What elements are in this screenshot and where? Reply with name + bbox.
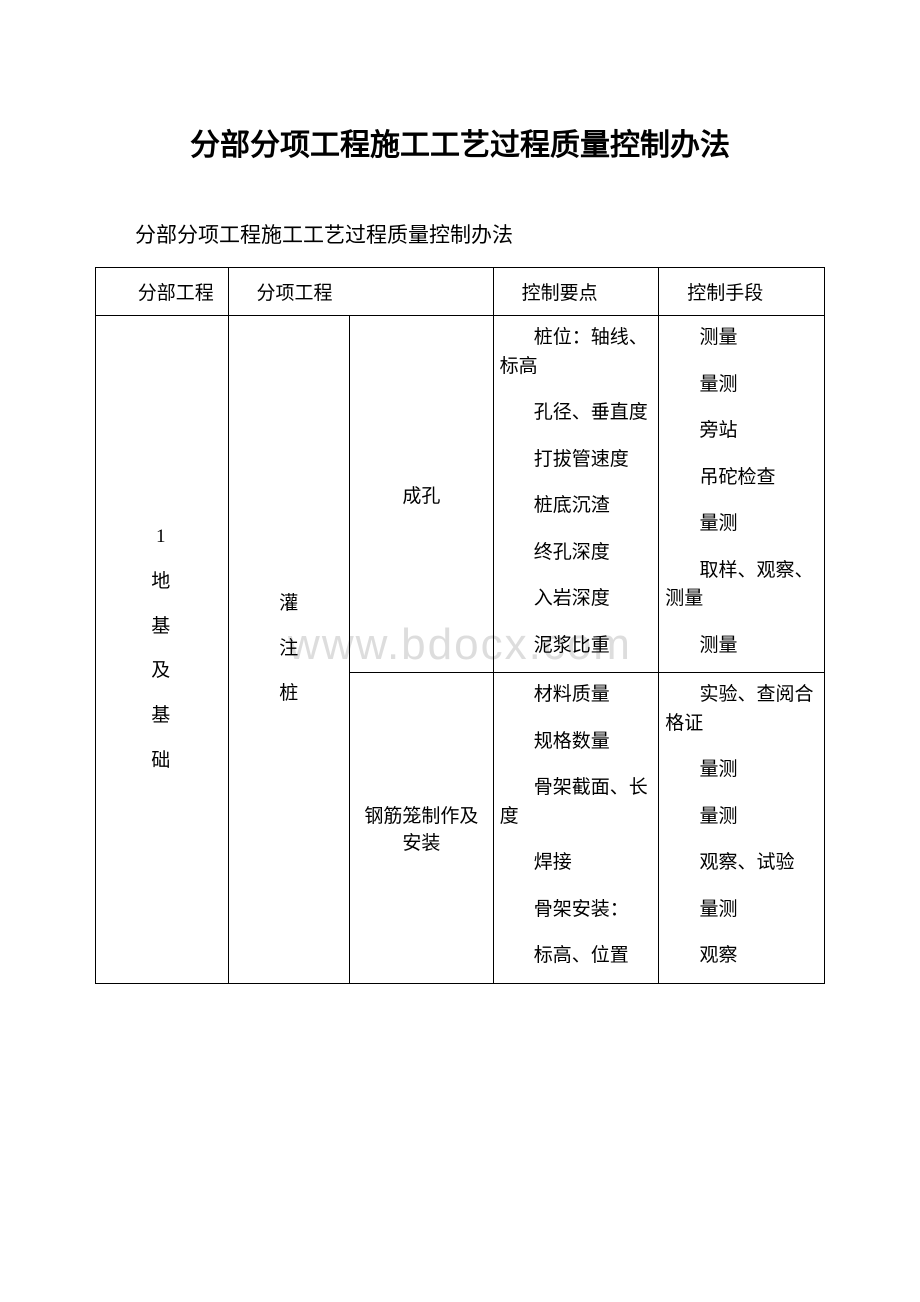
line: 地 (102, 560, 222, 605)
header-col-means: 控制手段 (659, 268, 825, 316)
point: 骨架截面、长度 (500, 774, 653, 831)
cell-means-a: 测量 量测 旁站 吊砣检查 量测 取样、观察、测量 测量 (659, 316, 825, 673)
control-table: 分部工程 分项工程 控制要点 控制手段 1 地 基 及 基 础 灌 (95, 267, 825, 984)
point: 焊接 (500, 849, 653, 878)
line: 1 (102, 515, 222, 560)
mean: 吊砣检查 (665, 464, 818, 493)
point: 骨架安装： (500, 896, 653, 925)
mean: 实验、查阅合格证 (665, 681, 818, 738)
table-header-row: 分部工程 分项工程 控制要点 控制手段 (96, 268, 825, 316)
mean: 量测 (665, 510, 818, 539)
point: 终孔深度 (500, 539, 653, 568)
cell-subitem-a: 成孔 (350, 316, 494, 673)
point: 材料质量 (500, 681, 653, 710)
cell-points-b: 材料质量 规格数量 骨架截面、长度 焊接 骨架安装： 标高、位置 (493, 673, 659, 984)
mean: 量测 (665, 371, 818, 400)
point: 桩位：轴线、标高 (500, 324, 653, 381)
header-col-item: 分项工程 (228, 268, 493, 316)
point: 入岩深度 (500, 585, 653, 614)
line: 础 (102, 739, 222, 784)
cell-means-b: 实验、查阅合格证 量测 量测 观察、试验 量测 观察 (659, 673, 825, 984)
point: 规格数量 (500, 728, 653, 757)
division-text: 1 地 基 及 基 础 (102, 515, 222, 783)
page-title: 分部分项工程施工工艺过程质量控制办法 (95, 120, 825, 164)
cell-subitem-b: 钢筋笼制作及安装 (350, 673, 494, 984)
cell-subitem-group: 灌 注 桩 (228, 316, 350, 984)
table-row: 1 地 基 及 基 础 灌 注 桩 成孔 (96, 316, 825, 673)
line: 及 (102, 649, 222, 694)
mean: 量测 (665, 896, 818, 925)
point: 孔径、垂直度 (500, 399, 653, 428)
mean: 取样、观察、测量 (665, 557, 818, 614)
point: 泥浆比重 (500, 632, 653, 661)
line: 桩 (235, 672, 344, 717)
line: 灌 (235, 582, 344, 627)
line: 基 (102, 605, 222, 650)
line: 注 (235, 627, 344, 672)
mean: 观察 (665, 942, 818, 971)
point: 标高、位置 (500, 942, 653, 971)
cell-division: 1 地 基 及 基 础 (96, 316, 229, 984)
page-subtitle: 分部分项工程施工工艺过程质量控制办法 (135, 219, 825, 249)
cell-points-a: 桩位：轴线、标高 孔径、垂直度 打拔管速度 桩底沉渣 终孔深度 入岩深度 泥浆比… (493, 316, 659, 673)
mean: 观察、试验 (665, 849, 818, 878)
line: 基 (102, 694, 222, 739)
mean: 量测 (665, 756, 818, 785)
point: 桩底沉渣 (500, 492, 653, 521)
header-col-division: 分部工程 (96, 268, 229, 316)
mean: 测量 (665, 632, 818, 661)
mean: 量测 (665, 803, 818, 832)
mean: 旁站 (665, 417, 818, 446)
header-col-points: 控制要点 (493, 268, 659, 316)
point: 打拔管速度 (500, 446, 653, 475)
subitem-group-text: 灌 注 桩 (235, 582, 344, 716)
mean: 测量 (665, 324, 818, 353)
